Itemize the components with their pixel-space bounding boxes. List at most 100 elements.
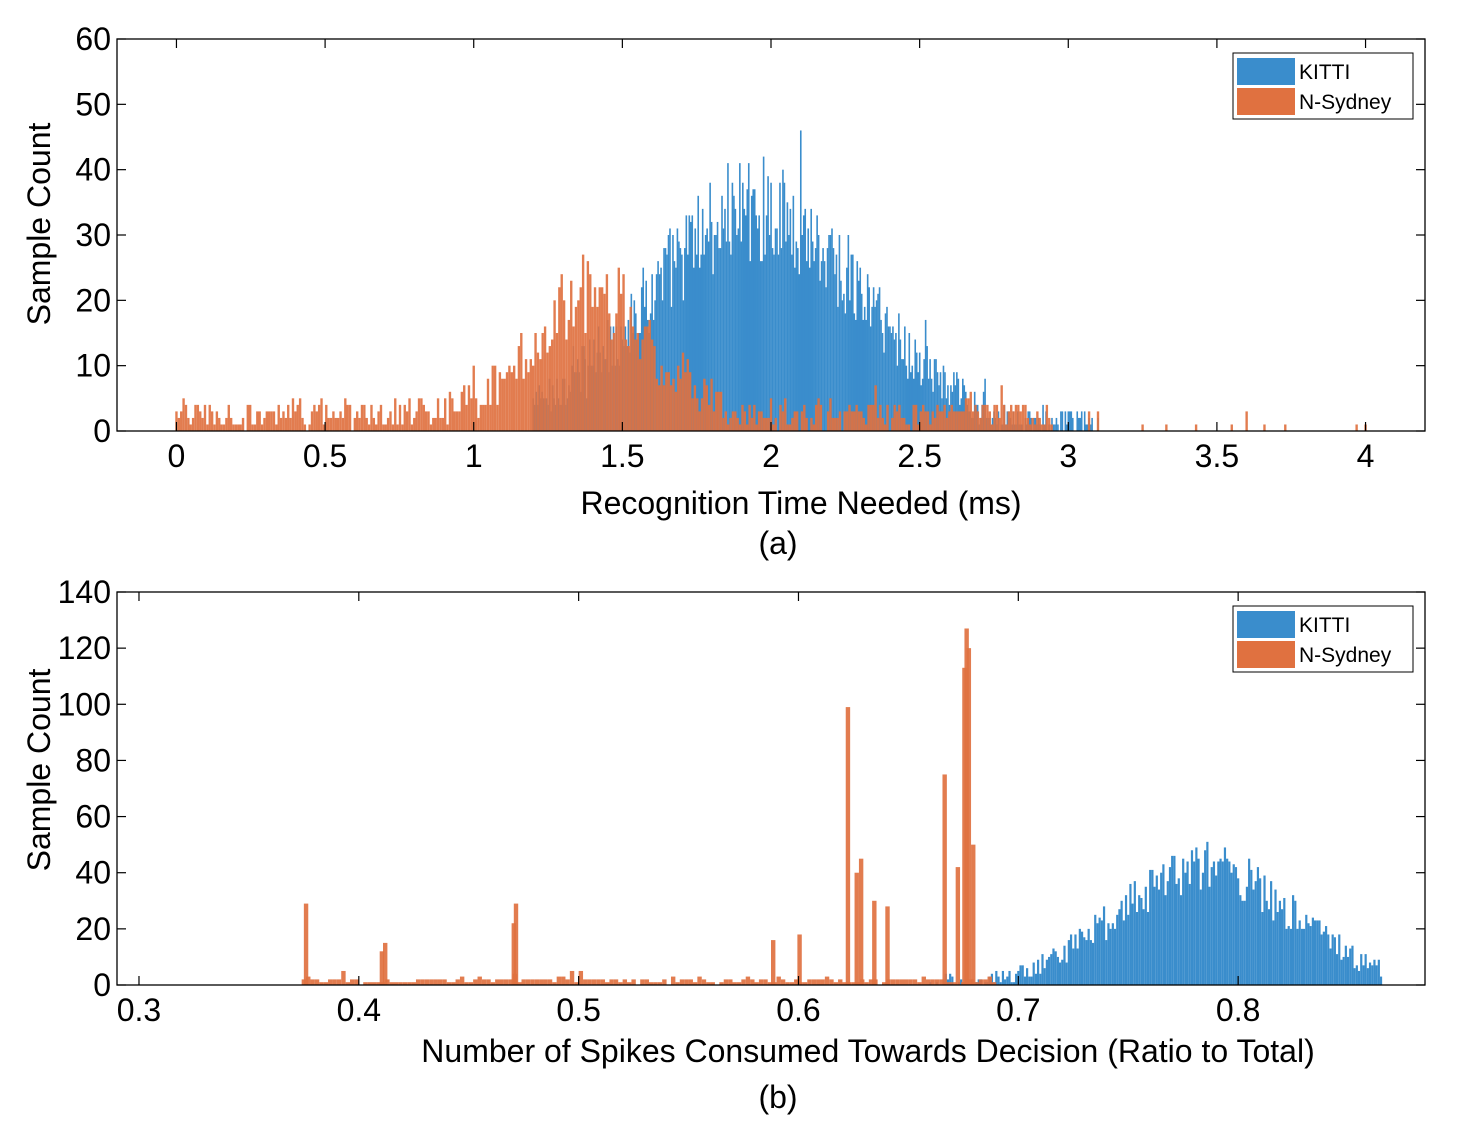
bar-nsydney — [816, 979, 821, 985]
bar-nsydney — [482, 404, 485, 431]
bar-nsydney — [848, 404, 851, 431]
y-tick-label: 0 — [93, 413, 111, 449]
bar-kitti — [1127, 914, 1130, 985]
bar-kitti — [1234, 867, 1238, 985]
bar-kitti — [1051, 417, 1053, 431]
bar-kitti — [1042, 404, 1044, 431]
bar-nsydney — [407, 982, 412, 985]
bar-nsydney — [515, 378, 518, 431]
bar-nsydney — [489, 404, 492, 431]
bar-nsydney — [393, 982, 399, 985]
bar-kitti — [774, 228, 777, 431]
bar-nsydney — [558, 287, 561, 431]
bar-nsydney — [587, 979, 592, 985]
bar-nsydney — [1021, 404, 1025, 431]
bar-nsydney — [619, 293, 623, 431]
bar-nsydney — [983, 404, 987, 431]
bar-nsydney — [589, 274, 592, 431]
bar-kitti — [984, 378, 986, 431]
bar-kitti — [707, 241, 710, 431]
bar-nsydney — [719, 391, 723, 431]
bar-kitti — [1190, 850, 1194, 985]
bar-nsydney — [1019, 411, 1022, 431]
bar-nsydney — [995, 404, 999, 431]
bar-kitti — [1360, 954, 1363, 985]
x-tick-label: 1 — [465, 438, 483, 474]
bar-nsydney — [881, 417, 884, 431]
bar-nsydney — [468, 982, 474, 985]
bar-kitti — [1256, 867, 1260, 985]
bar-kitti — [1140, 897, 1143, 985]
y-tick-label: 30 — [75, 217, 111, 253]
x-tick-label: 0.5 — [556, 992, 600, 1028]
bar-kitti — [765, 215, 768, 431]
bar-nsydney — [427, 411, 430, 431]
bar-kitti — [908, 333, 911, 431]
bar-kitti — [737, 228, 740, 431]
bar-kitti — [890, 333, 893, 431]
bar-nsydney — [829, 398, 832, 431]
x-tick-label: 0.3 — [117, 992, 161, 1028]
bar-nsydney — [771, 940, 776, 985]
bar-nsydney — [367, 982, 373, 985]
bar-nsydney — [442, 979, 447, 985]
bar-nsydney — [697, 976, 702, 985]
bar-nsydney — [986, 404, 989, 431]
bar-kitti — [1109, 928, 1112, 985]
bar-kitti — [875, 300, 878, 431]
bar-kitti — [1064, 411, 1067, 431]
bar-nsydney — [323, 982, 329, 985]
bar-kitti — [1153, 886, 1156, 985]
bar-nsydney — [246, 404, 249, 431]
bar-kitti — [1206, 841, 1209, 985]
bar-kitti — [1173, 855, 1176, 985]
bar-nsydney — [546, 352, 549, 431]
bar-nsydney — [446, 424, 449, 431]
bar-nsydney — [811, 979, 817, 985]
bar-nsydney — [710, 982, 715, 985]
bar-kitti — [1077, 417, 1080, 431]
bar-kitti — [1118, 909, 1121, 985]
bar-kitti — [834, 274, 836, 431]
bar-nsydney — [785, 982, 790, 985]
bar-nsydney — [618, 982, 623, 985]
bar-nsydney — [780, 979, 786, 985]
bar-nsydney — [363, 404, 366, 431]
bar-nsydney — [591, 306, 594, 431]
bar-kitti — [1166, 881, 1169, 985]
bar-nsydney — [966, 648, 972, 985]
bar-nsydney — [886, 404, 889, 431]
bar-kitti — [869, 326, 872, 431]
y-tick-label: 50 — [75, 86, 111, 122]
bar-kitti — [1039, 973, 1042, 985]
bar-kitti — [771, 248, 774, 431]
bar-nsydney — [470, 398, 473, 431]
bar-kitti — [1116, 914, 1119, 985]
bar-nsydney — [639, 359, 642, 431]
bar-nsydney — [879, 404, 882, 431]
bar-nsydney — [520, 333, 523, 431]
bar-nsydney — [577, 300, 580, 431]
bar-kitti — [783, 182, 786, 431]
bar-nsydney — [993, 404, 996, 431]
bar-kitti — [933, 359, 936, 431]
bar-kitti — [1188, 883, 1191, 985]
bar-nsydney — [379, 404, 383, 431]
bar-kitti — [709, 182, 711, 431]
bar-nsydney — [653, 982, 658, 985]
bar-kitti — [685, 215, 688, 431]
bar-kitti — [1001, 970, 1005, 985]
bar-nsydney — [570, 280, 573, 431]
bar-kitti — [850, 254, 853, 431]
bar-kitti — [1041, 954, 1044, 985]
bar-nsydney — [389, 982, 394, 985]
bar-nsydney — [779, 404, 782, 431]
bar-nsydney — [710, 378, 713, 431]
bar-kitti — [1316, 920, 1319, 985]
bar-nsydney — [696, 398, 699, 431]
bar-nsydney — [675, 982, 680, 985]
bar-nsydney — [925, 979, 931, 985]
bar-nsydney — [310, 979, 315, 985]
bar-nsydney — [539, 979, 544, 985]
bar-nsydney — [803, 404, 806, 431]
